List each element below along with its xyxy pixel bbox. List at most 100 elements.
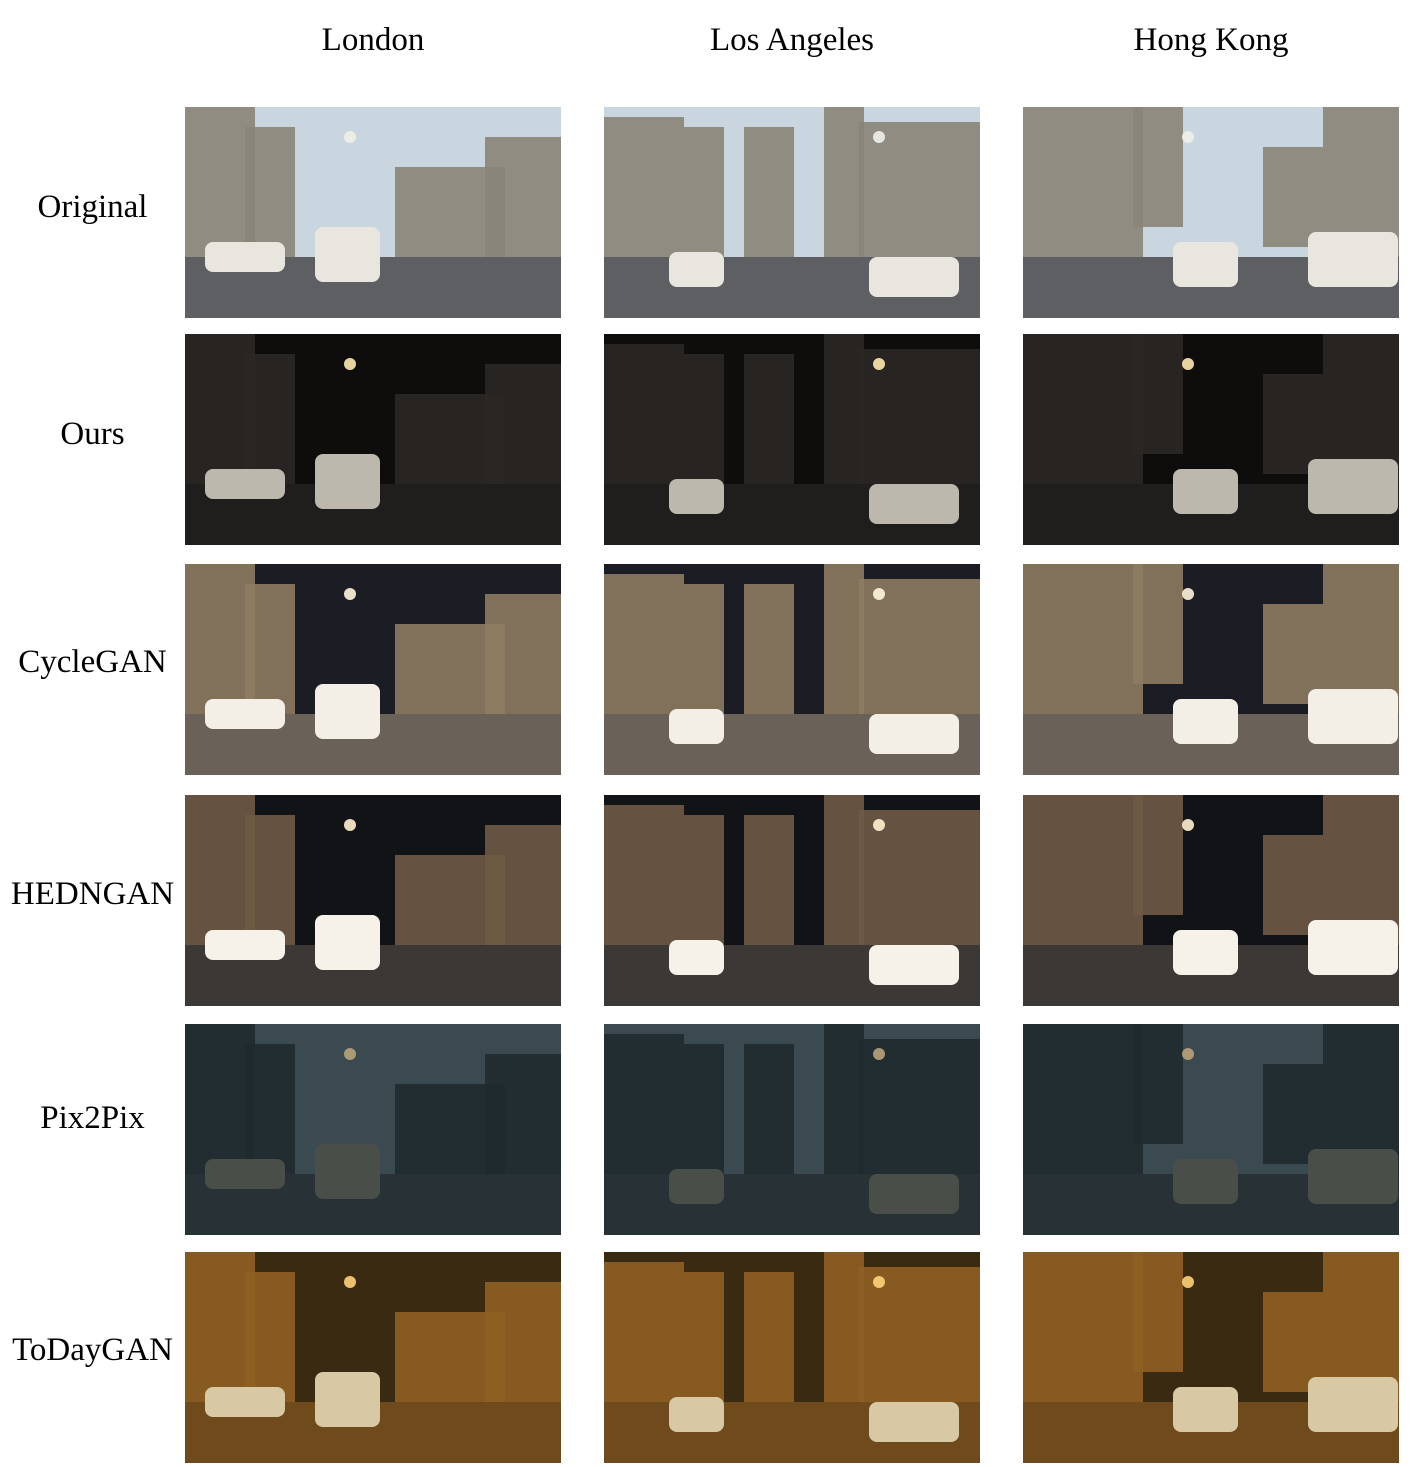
building [824,107,864,267]
column-header-hong-kong: Hong Kong [1133,22,1289,58]
road [185,484,561,545]
street-light [873,1048,885,1060]
building [1263,374,1323,474]
image-cyclegan-london [185,564,561,775]
street-light [873,588,885,600]
image-ours-hong-kong [1023,334,1399,545]
row-label-todaygan: ToDayGAN [12,1332,173,1368]
car [869,484,959,524]
image-original-los-angeles [604,107,980,318]
road [1023,484,1399,545]
building [185,334,255,494]
image-original-london [185,107,561,318]
car [669,940,724,975]
road [185,257,561,318]
building [1263,1064,1323,1164]
road [1023,1174,1399,1235]
building [185,795,255,955]
building [859,810,980,950]
building [604,344,684,494]
image-hedngan-hong-kong [1023,795,1399,1006]
column-header-los-angeles: Los Angeles [709,22,875,58]
street-light [1182,131,1194,143]
building [1023,1252,1143,1402]
car [669,1169,724,1204]
car [1173,1159,1238,1204]
car [205,469,285,499]
building [744,815,794,945]
row-label-cyclegan: CycleGAN [18,644,167,680]
building [485,825,561,945]
road [185,945,561,1006]
building [859,579,980,719]
building [824,564,864,724]
building [684,815,724,945]
car [869,257,959,297]
image-pix2pix-los-angeles [604,1024,980,1235]
street-light [344,1276,356,1288]
building [824,1252,864,1412]
building [1023,795,1143,945]
car [315,1372,380,1427]
building [744,584,794,714]
row-label-ours: Ours [60,416,125,452]
building [1023,107,1143,257]
image-cyclegan-hong-kong [1023,564,1399,775]
building [604,805,684,955]
car [869,945,959,985]
car [205,930,285,960]
building [604,117,684,267]
car [1308,689,1398,744]
street-light [873,131,885,143]
building [824,1024,864,1184]
building [1133,795,1183,915]
car [669,252,724,287]
building [824,795,864,955]
building [1263,604,1323,704]
image-pix2pix-london [185,1024,561,1235]
car [1173,930,1238,975]
road [1023,945,1399,1006]
building [824,334,864,494]
road [1023,257,1399,318]
building [684,1044,724,1174]
car [869,1174,959,1214]
image-original-hong-kong [1023,107,1399,318]
street-light [344,1048,356,1060]
building [604,574,684,724]
building [744,1044,794,1174]
building [485,594,561,714]
building [744,1272,794,1402]
image-todaygan-los-angeles [604,1252,980,1463]
building [185,107,255,267]
street-light [344,131,356,143]
street-light [1182,1048,1194,1060]
street-light [1182,358,1194,370]
building [1023,334,1143,484]
image-hedngan-london [185,795,561,1006]
building [1263,1292,1323,1392]
building [485,137,561,257]
column-header-london: London [321,22,425,58]
building [604,1262,684,1412]
street-light [873,1276,885,1288]
building [684,584,724,714]
street-light [344,588,356,600]
car [315,454,380,509]
road [185,1174,561,1235]
car [315,227,380,282]
street-light [1182,588,1194,600]
car [315,915,380,970]
building [485,1054,561,1174]
car [205,1387,285,1417]
car [205,1159,285,1189]
building [859,1267,980,1407]
car [315,684,380,739]
road [1023,1402,1399,1463]
row-label-hedngan: HEDNGAN [10,876,175,912]
street-light [344,358,356,370]
road [185,714,561,775]
car [1173,699,1238,744]
building [1133,107,1183,227]
street-light [873,358,885,370]
